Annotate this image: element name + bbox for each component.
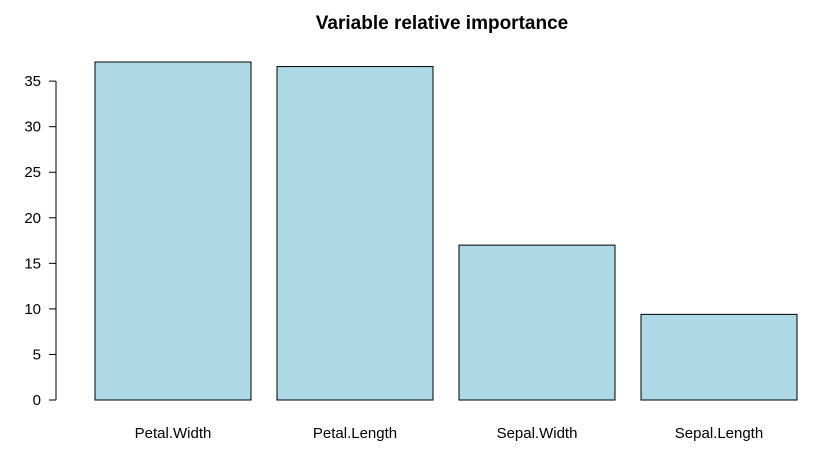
x-axis-labels: Petal.Width Petal.Length Sepal.Width Sepal.… (135, 425, 764, 442)
y-tick-label: 30 (24, 119, 41, 136)
y-tick-label: 20 (24, 210, 41, 227)
y-tick-label: 35 (24, 73, 41, 90)
x-category-label: Petal.Length (313, 425, 397, 442)
x-category-label: Petal.Width (135, 425, 212, 442)
x-category-label: Sepal.Length (675, 425, 763, 442)
y-tick-label: 0 (33, 392, 41, 409)
bar-sepal-width (458, 244, 616, 401)
y-axis: 0 5 10 15 20 25 30 35 (24, 73, 57, 409)
bar-petal-width (94, 61, 252, 401)
bar-sepal-length (640, 313, 798, 401)
bars (94, 61, 798, 401)
y-tick-label: 25 (24, 164, 41, 181)
chart-title: Variable relative importance (316, 13, 568, 34)
y-tick-label: 5 (33, 346, 41, 363)
x-category-label: Sepal.Width (497, 425, 578, 442)
y-tick-label: 15 (24, 255, 41, 272)
y-tick-label: 10 (24, 301, 41, 318)
bar-petal-length (276, 66, 434, 401)
